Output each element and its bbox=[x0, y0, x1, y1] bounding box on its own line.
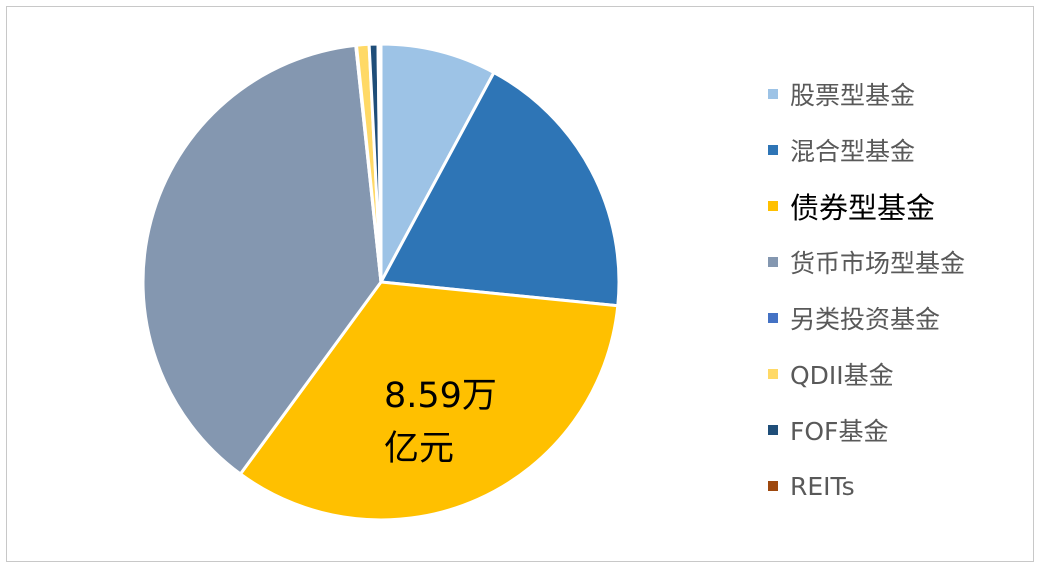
pie-slice-2 bbox=[379, 71, 621, 308]
legend-swatch bbox=[768, 257, 778, 267]
legend-swatch bbox=[768, 313, 778, 323]
legend-label: 混合型基金 bbox=[790, 137, 916, 166]
legend-item: REITs bbox=[768, 458, 965, 514]
legend-label: 另类投资基金 bbox=[790, 305, 941, 334]
legend-label: 货币市场型基金 bbox=[790, 249, 966, 278]
legend-swatch bbox=[768, 425, 778, 435]
legend-item: 债券型基金 bbox=[768, 178, 965, 234]
legend-swatch bbox=[768, 89, 778, 99]
legend-label: 债券型基金 bbox=[790, 191, 936, 225]
legend-item: 货币市场型基金 bbox=[768, 234, 965, 290]
legend-label: 股票型基金 bbox=[790, 81, 916, 110]
legend-item: 另类投资基金 bbox=[768, 290, 965, 346]
pie-slice-4 bbox=[141, 43, 383, 476]
legend-label: REITs bbox=[790, 471, 855, 501]
bond-fund-annotation: 8.59万 亿元 bbox=[384, 370, 497, 476]
legend-label: QDII基金 bbox=[790, 361, 894, 390]
pie-slice-1 bbox=[379, 42, 496, 284]
pie-slice-3 bbox=[238, 280, 620, 522]
legend-item: QDII基金 bbox=[768, 346, 965, 402]
annotation-line-2: 亿元 bbox=[384, 429, 455, 469]
pie-slice-8 bbox=[376, 42, 383, 284]
legend-swatch bbox=[768, 201, 778, 211]
legend-item: FOF基金 bbox=[768, 402, 965, 458]
legend-swatch bbox=[768, 369, 778, 379]
legend-item: 混合型基金 bbox=[768, 122, 965, 178]
legend-swatch bbox=[768, 145, 778, 155]
legend-label: FOF基金 bbox=[790, 417, 889, 446]
chart-legend: 股票型基金混合型基金债券型基金货币市场型基金 另类投资基金 QDII基金 FOF基金 R… bbox=[768, 66, 965, 514]
annotation-line-1: 8.59万 bbox=[384, 376, 497, 416]
legend-item: 股票型基金 bbox=[768, 66, 965, 122]
legend-swatch bbox=[768, 481, 778, 491]
